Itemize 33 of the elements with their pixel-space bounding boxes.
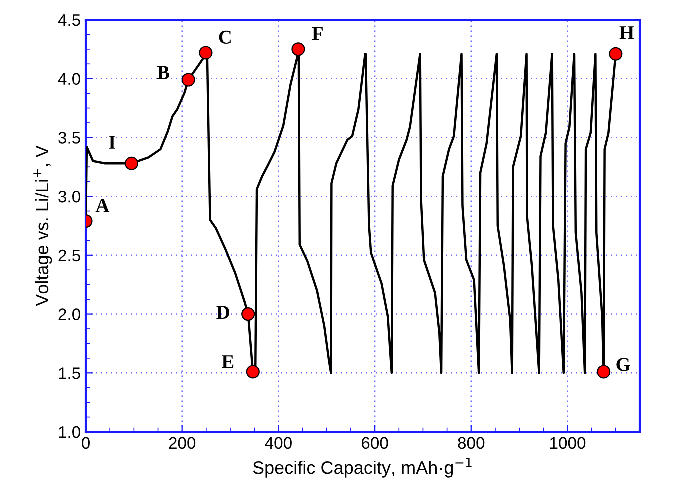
annotation: D [216,306,230,319]
point [597,365,611,379]
point [182,73,196,87]
x-tick-label: 600 [362,437,388,450]
annotation: G [616,358,630,372]
point [609,47,623,61]
annotation: B [157,66,170,80]
point [199,46,213,60]
x-tick-label: 200 [169,437,196,450]
y-tick-label: 2.5 [58,250,80,262]
y-tick-label: 4.0 [58,73,80,86]
x-tick-label: 0 [82,437,90,450]
annotation: A [96,199,110,212]
annotation: F [312,27,323,40]
annotation: C [219,30,231,44]
point [292,42,306,56]
x-tick-label: 1000 [550,437,586,450]
annotation: E [222,356,234,368]
y-axis-title: Voltage vs. Li/Li$^{+}$, V [34,146,52,306]
point [246,365,260,379]
y-tick-label: 1.5 [59,368,80,380]
point [125,156,139,170]
y-tick-label: 3.5 [58,132,80,144]
x-tick-label: 800 [458,437,485,450]
annotation: I [109,136,116,149]
y-tick-label: 4.5 [58,14,80,26]
y-tick-label: 1.0 [59,426,80,438]
annotation: H [620,26,634,40]
y-tick-label: 2.0 [58,308,80,320]
x-tick-label: 400 [265,437,292,450]
x-axis-title: Specific Capacity, mAh·g$^{−1}$ [253,458,472,478]
point [242,308,256,322]
y-tick-label: 3.0 [58,190,80,203]
